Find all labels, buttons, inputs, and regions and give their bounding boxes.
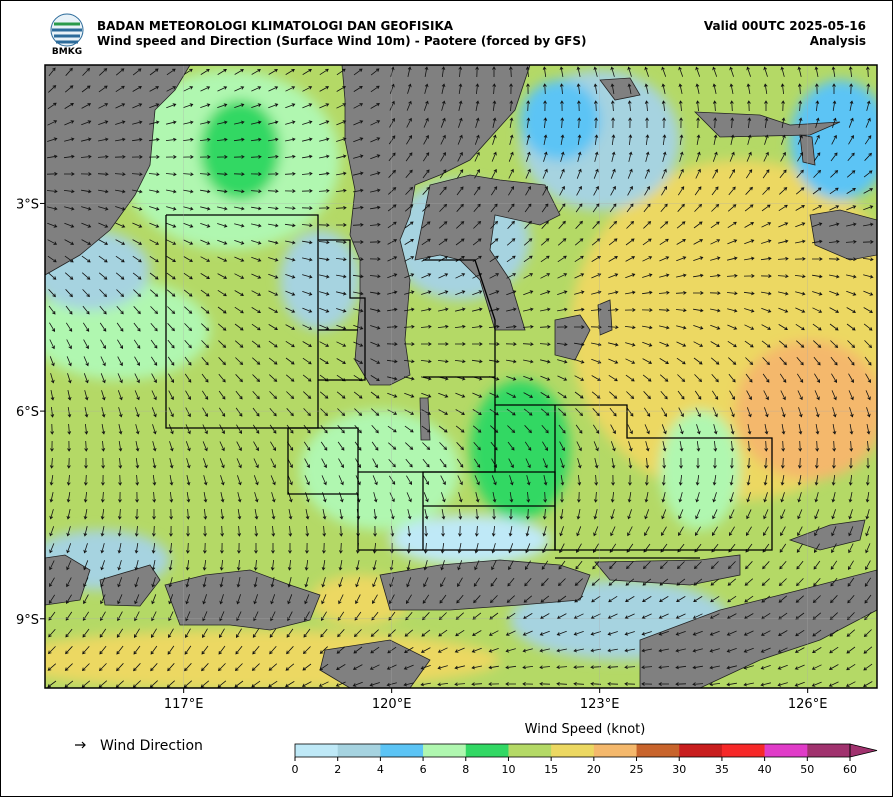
- y-tick-label: 3°S: [16, 197, 39, 212]
- colorbar-label: 2: [334, 763, 341, 776]
- colorbar-swatch: [337, 744, 381, 757]
- x-tick-label: 123°E: [580, 697, 620, 712]
- colorbar-swatch: [807, 744, 851, 757]
- colorbar-frame: [294, 743, 851, 758]
- colorbar-swatch: [465, 744, 509, 757]
- colorbar-swatch: [636, 744, 680, 757]
- subtitle: Wind speed and Direction (Surface Wind 1…: [97, 34, 587, 48]
- mode: Analysis: [810, 34, 866, 48]
- colorbar-label: 50: [800, 763, 814, 776]
- colorbar-label: 0: [292, 763, 299, 776]
- colorbar-label: 60: [843, 763, 857, 776]
- colorbar-swatch: [721, 744, 765, 757]
- legend-arrow: [75, 741, 86, 749]
- colorbar-label: 20: [587, 763, 601, 776]
- x-tick-label: 117°E: [164, 697, 204, 712]
- org-title: BADAN METEOROLOGI KLIMATOLOGI DAN GEOFIS…: [97, 19, 454, 33]
- logo: BMKG: [50, 13, 84, 57]
- colorbar-swatch: [679, 744, 723, 757]
- colorbar-swatch: [764, 744, 808, 757]
- colorbar-label: 30: [672, 763, 686, 776]
- x-tick-label: 120°E: [372, 697, 412, 712]
- domain-boxes: [165, 214, 773, 559]
- colorbar-label: 15: [544, 763, 558, 776]
- colorbar-swatch: [551, 744, 595, 757]
- colorbar-swatch: [423, 744, 467, 757]
- axes: 117°E 120°E 123°E 126°E 3°S 6°S 9°S: [16, 65, 877, 712]
- legend-label: Wind Direction: [100, 738, 203, 754]
- colorbar-label: 25: [630, 763, 644, 776]
- colorbar-swatch: [295, 744, 338, 757]
- colorbar-label: 6: [420, 763, 427, 776]
- colorbar-label: 4: [377, 763, 384, 776]
- valid-time: Valid 00UTC 2025-05-16: [704, 19, 866, 33]
- map-frame: [44, 64, 878, 689]
- y-tick-label: 9°S: [16, 613, 39, 628]
- colorbar-label: 8: [462, 763, 469, 776]
- colorbar-swatch: [380, 744, 424, 757]
- colorbar: 0 2 4 6 8 10 15 20 25 30 35 40 50 60: [292, 743, 878, 776]
- colorbar-swatch: [593, 744, 637, 757]
- x-tick-label: 126°E: [788, 697, 828, 712]
- colorbar-title: Wind Speed (knot): [525, 722, 646, 737]
- colorbar-swatch: [508, 744, 552, 757]
- logo-text: BMKG: [52, 47, 82, 57]
- legend: Wind Direction: [75, 738, 203, 754]
- y-tick-label: 6°S: [16, 405, 39, 420]
- colorbar-label: 40: [758, 763, 772, 776]
- land: [45, 65, 877, 688]
- colorbar-label: 35: [715, 763, 729, 776]
- colorbar-label: 10: [501, 763, 515, 776]
- map: [45, 65, 877, 688]
